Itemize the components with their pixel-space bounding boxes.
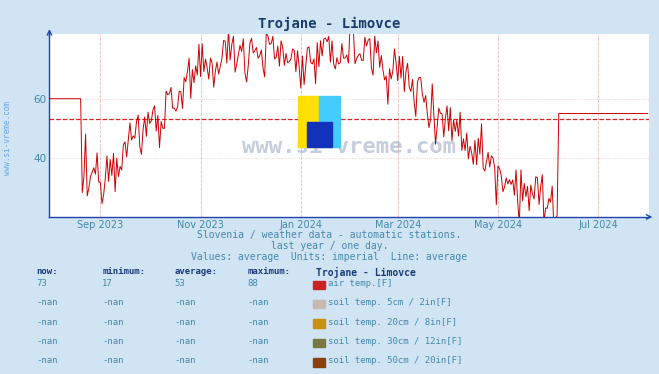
Text: -nan: -nan (247, 298, 269, 307)
Text: -nan: -nan (36, 337, 58, 346)
Text: -nan: -nan (247, 318, 269, 327)
Bar (299, 96, 320, 147)
Bar (320, 96, 340, 147)
Text: maximum:: maximum: (247, 267, 290, 276)
Text: -nan: -nan (36, 356, 58, 365)
Text: air temp.[F]: air temp.[F] (328, 279, 393, 288)
Text: average:: average: (175, 267, 217, 276)
Text: Trojane - Limovce: Trojane - Limovce (316, 267, 416, 278)
Text: 53: 53 (175, 279, 185, 288)
Text: Slovenia / weather data - automatic stations.: Slovenia / weather data - automatic stat… (197, 230, 462, 240)
Text: 17: 17 (102, 279, 113, 288)
Text: www.si-vreme.com: www.si-vreme.com (3, 101, 13, 175)
Text: www.si-vreme.com: www.si-vreme.com (243, 137, 456, 157)
Text: soil temp. 20cm / 8in[F]: soil temp. 20cm / 8in[F] (328, 318, 457, 327)
Text: -nan: -nan (247, 356, 269, 365)
Text: -nan: -nan (175, 298, 196, 307)
Text: -nan: -nan (175, 337, 196, 346)
Text: -nan: -nan (102, 337, 124, 346)
Text: now:: now: (36, 267, 58, 276)
Text: Values: average  Units: imperial  Line: average: Values: average Units: imperial Line: av… (191, 252, 468, 263)
Text: Trojane - Limovce: Trojane - Limovce (258, 17, 401, 31)
Text: 73: 73 (36, 279, 47, 288)
Text: minimum:: minimum: (102, 267, 145, 276)
Text: soil temp. 50cm / 20in[F]: soil temp. 50cm / 20in[F] (328, 356, 463, 365)
Text: -nan: -nan (36, 318, 58, 327)
Bar (306, 122, 332, 147)
Text: -nan: -nan (36, 298, 58, 307)
Text: -nan: -nan (175, 318, 196, 327)
Text: -nan: -nan (247, 337, 269, 346)
Text: -nan: -nan (175, 356, 196, 365)
Text: -nan: -nan (102, 298, 124, 307)
Text: soil temp. 30cm / 12in[F]: soil temp. 30cm / 12in[F] (328, 337, 463, 346)
Text: -nan: -nan (102, 356, 124, 365)
Text: -nan: -nan (102, 318, 124, 327)
Text: 88: 88 (247, 279, 258, 288)
Text: soil temp. 5cm / 2in[F]: soil temp. 5cm / 2in[F] (328, 298, 452, 307)
Text: last year / one day.: last year / one day. (271, 241, 388, 251)
